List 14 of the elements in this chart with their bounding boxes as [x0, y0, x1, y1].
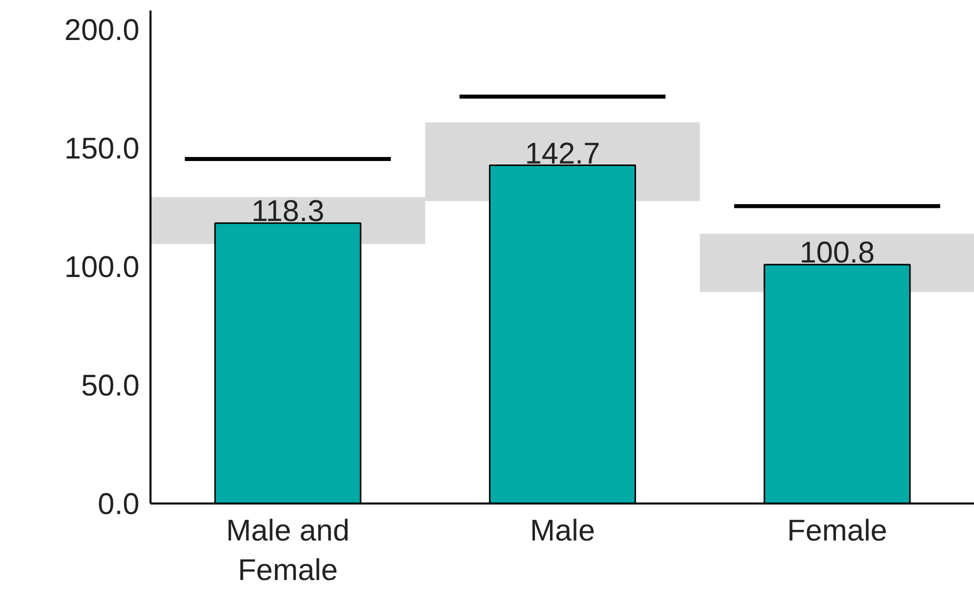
bar [734, 204, 940, 208]
y-tick-label: 100.0 [64, 250, 140, 284]
bar [184, 156, 391, 162]
x-tick-label: Female [787, 514, 888, 548]
data-label: 100.8 [800, 236, 875, 270]
y-tick-label: 200.0 [64, 14, 140, 47]
y-tick-label: 50.0 [81, 369, 140, 402]
x-tick-label: Male and Female [226, 514, 350, 588]
y-tick-label: 150.0 [64, 132, 140, 166]
data-label: 118.3 [251, 195, 324, 228]
y-tick-label: 0.0 [98, 488, 140, 521]
data-label: 142.7 [524, 137, 600, 170]
bar [460, 94, 666, 99]
x-tick-label: Male [530, 514, 596, 548]
